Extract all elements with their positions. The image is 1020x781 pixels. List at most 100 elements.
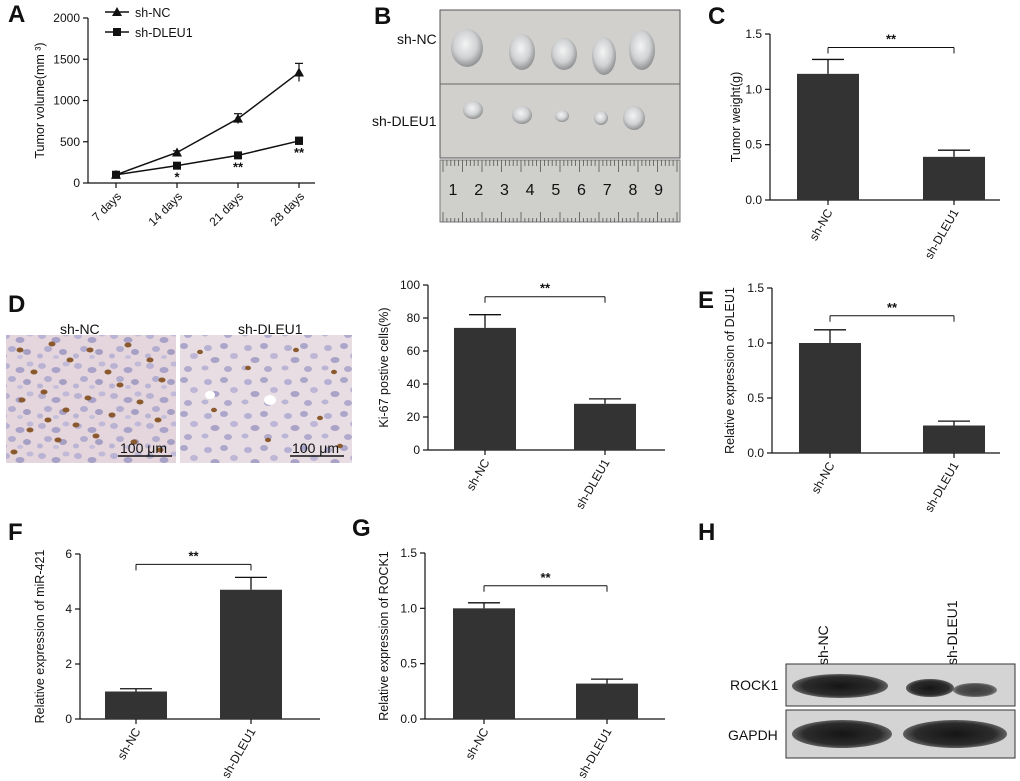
significance-label: *: [174, 170, 180, 185]
bar-sh-NC: [453, 608, 515, 719]
stained-nucleus: [337, 443, 343, 449]
bar-sh-NC: [797, 73, 859, 200]
y-axis-label: Tumor volume(mm ³): [33, 42, 47, 158]
stained-nucleus: [92, 433, 100, 439]
stained-nucleus: [331, 369, 337, 375]
panel-label-h: H: [698, 519, 715, 546]
tumor-dleu1-4: [594, 111, 608, 125]
y-tick-label: 20: [407, 410, 421, 424]
legend-label-sh-NC: sh-NC: [135, 6, 170, 20]
y-tick-label: 1000: [53, 94, 80, 108]
x-tick-label-sh-NC: sh-NC: [463, 456, 492, 493]
panel-label-b: B: [374, 3, 391, 30]
stained-nucleus: [124, 342, 132, 348]
stained-nucleus: [156, 447, 164, 453]
marker-sh-NC: [294, 67, 304, 77]
legend-marker-sh-DLEU1: [113, 28, 121, 36]
ruler-number: 8: [628, 182, 637, 199]
stained-nucleus: [62, 407, 70, 413]
y-axis-label: Relative expression of DLEU1: [723, 287, 737, 454]
x-tick-label: 21 days: [207, 189, 247, 229]
ihc-stained-nuclei: [10, 341, 343, 455]
x-tick-label-sh-NC: sh-NC: [806, 206, 835, 243]
marker-sh-NC: [172, 147, 182, 157]
y-tick-label: 0: [73, 176, 80, 190]
y-axis-label: Ki-67 postive cells(%): [377, 307, 391, 427]
blot-lane-label-dleu1: sh-DLEU1: [944, 600, 960, 665]
ruler-ticks: [442, 160, 678, 222]
tumor-row-label-dleu1: sh-DLEU1: [372, 113, 437, 129]
y-axis-label: Relative expression of miR-421: [33, 550, 47, 724]
y-tick-label: 1.5: [747, 281, 764, 295]
blot-lane-label-nc: sh-NC: [815, 625, 831, 665]
marker-sh-NC: [233, 113, 243, 123]
band-rock1-dleu1-a: [906, 679, 954, 697]
significance-label: **: [887, 300, 898, 315]
x-tick-label-sh-NC: sh-NC: [462, 725, 491, 762]
stained-nucleus: [265, 437, 271, 443]
stained-nucleus: [154, 417, 162, 423]
bar-sh-DLEU1: [576, 683, 638, 719]
ihc-images: sh-NC sh-DLEU1 100 μm 100 μm: [6, 321, 352, 463]
tumor-nc-4: [592, 37, 616, 75]
series-line-sh-NC: [115, 71, 300, 176]
ruler-number: 1: [449, 182, 458, 199]
stained-nucleus: [211, 407, 217, 413]
x-tick-label-sh-DLEU1: sh-DLEU1: [219, 725, 259, 780]
y-tick-label: 40: [407, 377, 421, 391]
stained-nucleus: [16, 347, 24, 353]
chart-tumor-weight: 0.0 0.5 1.0 1.5 Tumor weight(g) sh-NC sh-DLEU1…: [729, 27, 1000, 261]
bar-sh-DLEU1: [923, 425, 985, 453]
significance-label: **: [294, 145, 305, 160]
y-tick-label: 1500: [53, 52, 80, 66]
legend-marker-sh-NC: [112, 7, 122, 16]
y-axis-label: Relative expression of ROCK1: [377, 551, 391, 721]
stained-nucleus: [84, 395, 92, 401]
marker-sh-DLEU1: [234, 151, 242, 160]
significance-label: **: [233, 159, 244, 174]
bar-sh-DLEU1: [574, 403, 636, 450]
x-tick-label-sh-DLEU1: sh-DLEU1: [922, 459, 962, 514]
significance-label: **: [188, 548, 199, 563]
chart-rock1-expression: 0.0 0.5 1.0 1.5 Relative expression of ROCK1…: [377, 546, 665, 780]
marker-sh-DLEU1: [295, 136, 303, 145]
stained-nucleus: [72, 422, 80, 428]
ruler-number: 2: [474, 182, 483, 199]
stained-nucleus: [18, 397, 26, 403]
y-tick-label: 0.0: [747, 446, 764, 460]
x-tick-label-sh-DLEU1: sh-DLEU1: [573, 456, 613, 511]
stained-nucleus: [317, 415, 323, 421]
stained-nucleus: [30, 369, 38, 375]
ruler-number: 4: [526, 182, 535, 199]
panel-label-d: D: [8, 291, 25, 318]
stained-nucleus: [245, 365, 251, 371]
stained-nucleus: [146, 357, 154, 363]
bar-sh-NC: [454, 327, 516, 450]
band-rock1-nc: [792, 674, 888, 698]
bar-sh-NC: [799, 343, 861, 453]
x-tick-label-sh-NC: sh-NC: [808, 459, 837, 496]
y-tick-label: 60: [407, 344, 421, 358]
tumor-dleu1-2: [512, 106, 532, 124]
stained-nucleus: [54, 437, 62, 443]
significance-label: **: [540, 281, 551, 296]
band-gapdh-dleu1: [903, 720, 1007, 748]
ruler-number: 7: [603, 182, 612, 199]
stained-nucleus: [10, 449, 18, 455]
y-tick-label: 0.0: [745, 193, 762, 207]
scale-label-dleu1: 100 μm: [292, 440, 339, 456]
stained-nucleus: [108, 412, 116, 418]
y-tick-label: 0.0: [400, 712, 417, 726]
stained-nucleus: [116, 382, 124, 388]
stained-nucleus: [48, 341, 56, 347]
ruler-number: 6: [577, 182, 586, 199]
western-blot: sh-NC sh-DLEU1 ROCK1 GAPDH: [728, 600, 1016, 759]
y-tick-label: 0.5: [745, 138, 762, 152]
legend-label-sh-DLEU1: sh-DLEU1: [135, 26, 193, 40]
band-gapdh-nc: [792, 720, 892, 748]
panel-label-a: A: [8, 1, 25, 28]
y-tick-label: 1.5: [745, 27, 762, 41]
stained-nucleus: [40, 389, 48, 395]
y-tick-label: 4: [65, 602, 72, 616]
